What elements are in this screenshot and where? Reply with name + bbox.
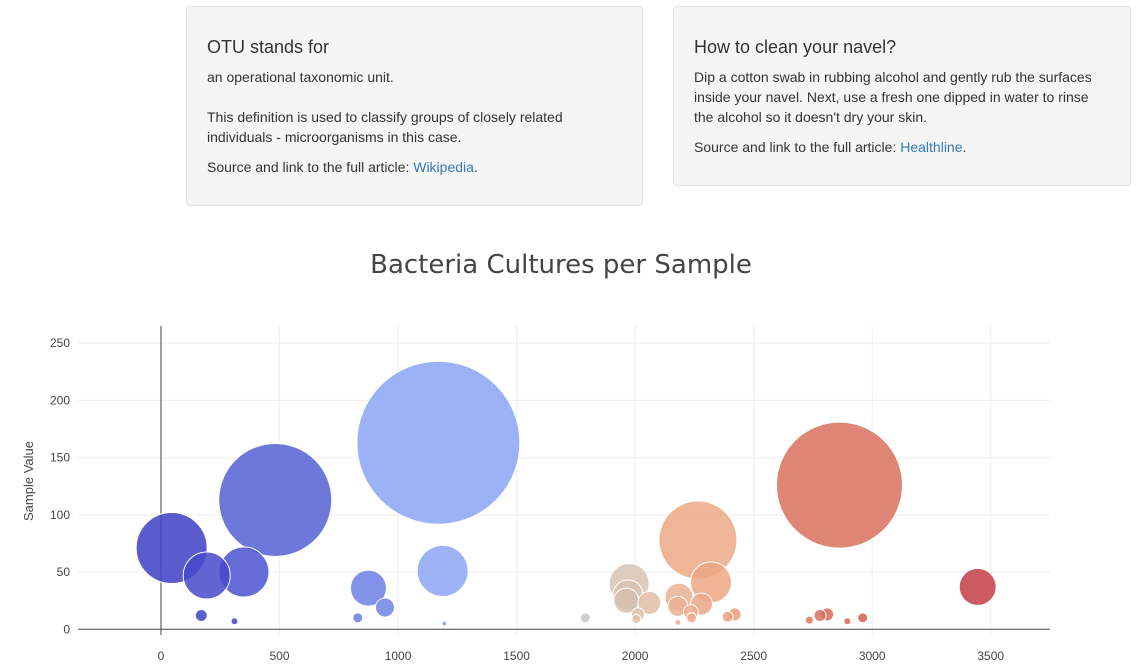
- otu-card-line2: This definition is used to classify grou…: [207, 109, 563, 145]
- otu-source-prefix: Source and link to the full article:: [207, 159, 414, 175]
- navel-source-suffix: .: [962, 139, 967, 155]
- x-tick-label: 2500: [740, 649, 767, 663]
- x-tick-label: 3000: [859, 649, 886, 663]
- bubble-point: [813, 609, 827, 623]
- x-tick-label: 500: [269, 649, 289, 663]
- bubble-point: [775, 421, 903, 549]
- navel-source-prefix: Source and link to the full article:: [694, 139, 901, 155]
- x-tick-label: 1000: [385, 649, 412, 663]
- bubble-point: [194, 609, 208, 623]
- healthline-link[interactable]: Healthline: [900, 139, 963, 155]
- otu-card-source: Source and link to the full article: Wik…: [207, 157, 627, 177]
- x-tick-label: 1500: [503, 649, 530, 663]
- bubble-point: [356, 360, 521, 525]
- x-tick-label: 2000: [622, 649, 649, 663]
- bubble-point: [416, 544, 469, 597]
- navel-card-title: How to clean your navel?: [694, 37, 897, 57]
- bubble-point: [579, 612, 591, 624]
- y-tick-label: 150: [50, 451, 70, 465]
- y-axis-label: Sample Value: [21, 441, 36, 521]
- bubble-point: [182, 551, 231, 600]
- y-tick-label: 250: [50, 336, 70, 350]
- bubble-point: [686, 612, 698, 624]
- otu-source-suffix: .: [473, 159, 478, 175]
- navel-card-line1: Dip a cotton swab in rubbing alcohol and…: [694, 69, 1092, 125]
- bubble-point: [349, 569, 387, 607]
- otu-card-title: OTU stands for: [207, 37, 330, 57]
- bubble-point: [375, 597, 396, 618]
- bubble-point: [958, 567, 997, 606]
- bubble-point: [843, 617, 852, 626]
- y-tick-label: 100: [50, 508, 70, 522]
- x-tick-label: 0: [158, 649, 165, 663]
- otu-card-line1: an operational taxonomic unit.: [207, 69, 394, 85]
- chart-bubbles: [135, 360, 997, 627]
- x-tick-label: 3500: [977, 649, 1004, 663]
- y-tick-label: 0: [63, 622, 70, 636]
- wikipedia-link[interactable]: Wikipedia: [413, 159, 474, 175]
- bubble-point: [352, 612, 364, 624]
- otu-definition-card: OTU stands for an operational taxonomic …: [186, 6, 643, 206]
- bubble-point: [674, 618, 682, 626]
- y-tick-label: 50: [57, 565, 71, 579]
- bubble-point: [631, 613, 642, 624]
- navel-cleaning-card: How to clean your navel? Dip a cotton sw…: [673, 6, 1131, 186]
- chart-title: Bacteria Cultures per Sample: [370, 250, 752, 280]
- bubble-point: [721, 610, 734, 623]
- navel-card-source: Source and link to the full article: Hea…: [694, 137, 1114, 157]
- bubble-point: [857, 612, 869, 624]
- bubble-point: [218, 442, 333, 557]
- bubble-point: [637, 590, 662, 615]
- bubble-point: [804, 615, 814, 625]
- bubble-point: [441, 620, 448, 627]
- y-tick-label: 200: [50, 393, 70, 407]
- bubble-point: [230, 617, 239, 626]
